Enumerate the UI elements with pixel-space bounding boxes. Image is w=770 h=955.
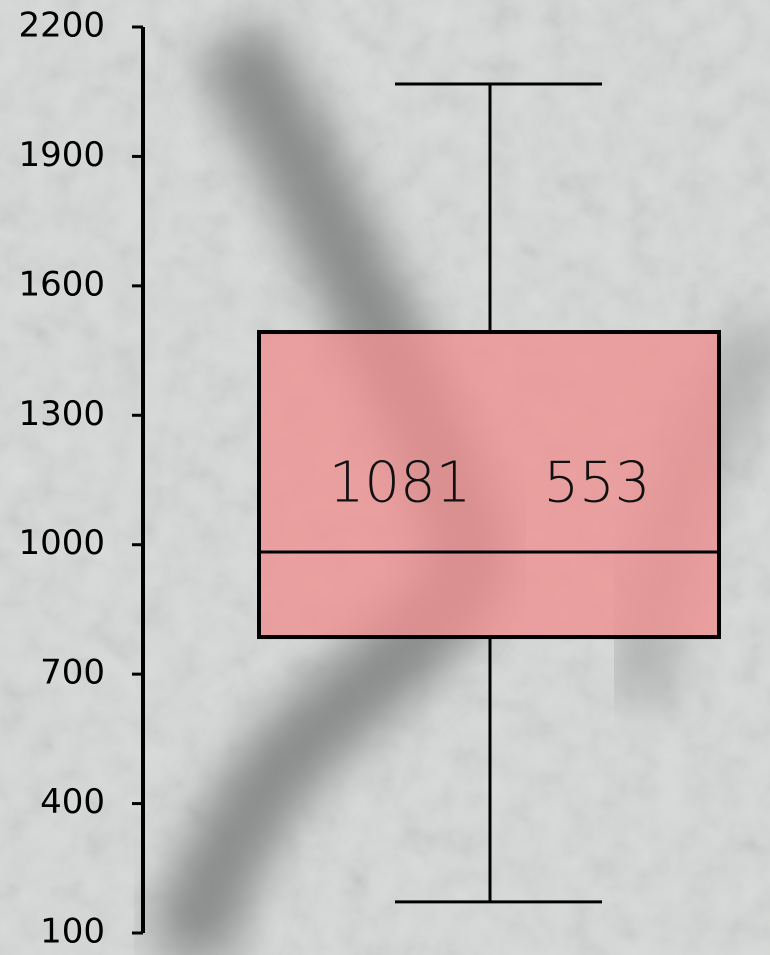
y-tick-label: 400 (40, 782, 105, 822)
y-tick-label: 700 (40, 653, 105, 693)
y-tick-label: 1600 (18, 264, 105, 304)
chart: 100 400 700 1000 1300 1600 1900 2200 1081 553 (0, 0, 770, 955)
y-tick-label: 1900 (18, 135, 105, 175)
y-tick-label: 2200 (18, 6, 105, 46)
annotation: 553 (544, 450, 651, 515)
y-tick-label: 1300 (18, 394, 105, 434)
y-tick-label: 1000 (18, 523, 105, 563)
annotation: 1081 (329, 450, 472, 515)
y-tick-label: 100 (40, 912, 105, 952)
